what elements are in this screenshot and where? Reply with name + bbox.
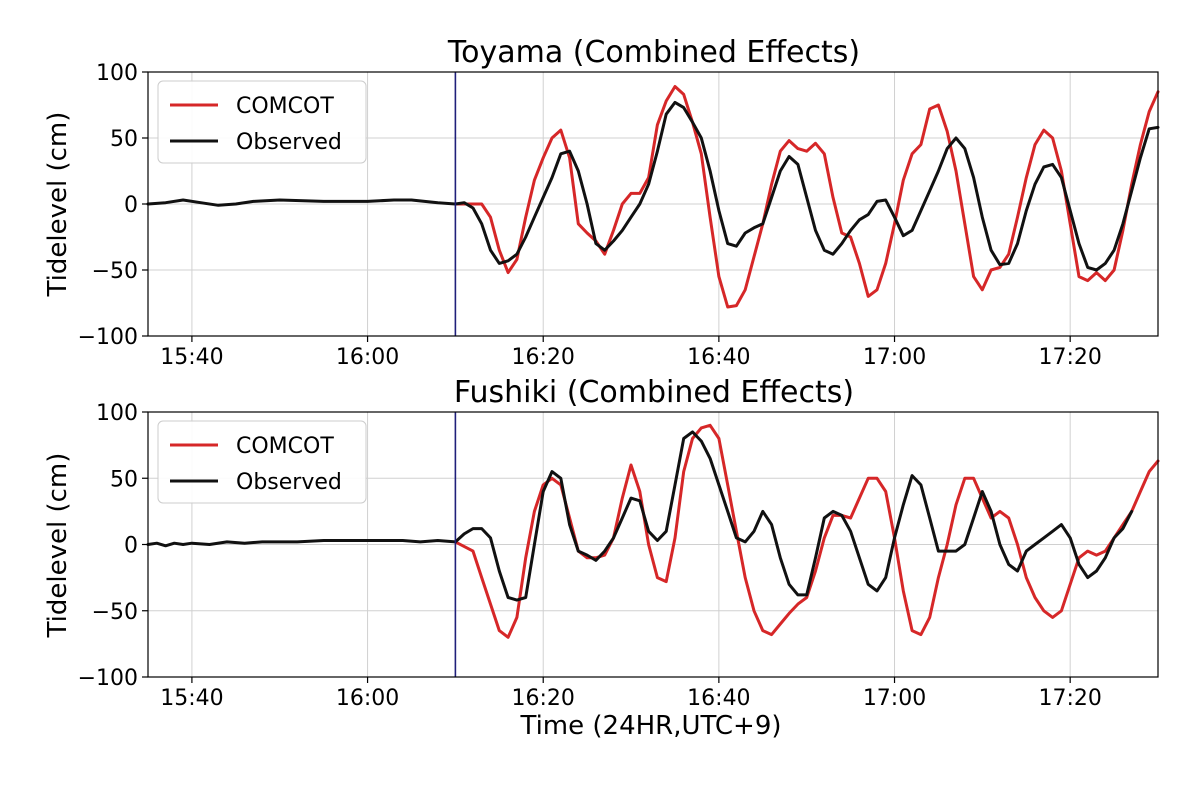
toyama-legend-label-observed: Observed	[236, 130, 342, 155]
toyama-x-tick-label: 17:20	[1038, 345, 1101, 370]
fushiki-y-tick-label: 0	[124, 534, 138, 559]
toyama-y-tick-label: −100	[78, 325, 138, 350]
fushiki-legend-label-comcot: COMCOT	[236, 434, 334, 459]
toyama-y-tick-label: 50	[110, 127, 138, 152]
fushiki-x-tick-label: 16:40	[687, 686, 750, 711]
fushiki-y-tick-label: 50	[110, 467, 138, 492]
fushiki-y-tick-label: −50	[92, 600, 138, 625]
toyama-x-tick-label: 16:20	[512, 345, 575, 370]
fushiki-x-tick-label: 17:00	[863, 686, 926, 711]
toyama-x-tick-label: 17:00	[863, 345, 926, 370]
toyama-series-comcot-line	[453, 85, 1160, 309]
fushiki-x-tick-label: 17:20	[1038, 686, 1101, 711]
fushiki-panel: 15:40 16:00 16:20 16:40 17:00 17:20 −100 −50 0 50…	[43, 375, 1160, 711]
toyama-y-tick-label: 100	[96, 61, 138, 86]
toyama-x-tick-label: 16:40	[687, 345, 750, 370]
toyama-y-tick-label: −50	[92, 259, 138, 284]
x-axis-label: Time (24HR,UTC+9)	[519, 711, 781, 741]
fushiki-x-tick-label: 16:00	[336, 686, 399, 711]
fushiki-y-axis-label: Tidelevel (cm)	[43, 453, 73, 639]
fushiki-x-tick-label: 16:20	[512, 686, 575, 711]
fushiki-x-tick-label: 15:40	[160, 686, 223, 711]
toyama-y-axis-label: Tidelevel (cm)	[43, 112, 73, 298]
toyama-legend-label-comcot: COMCOT	[236, 94, 334, 119]
fushiki-title: Fushiki (Combined Effects)	[454, 375, 854, 410]
toyama-x-tick-label: 16:00	[336, 345, 399, 370]
toyama-panel: 15:40 16:00 16:20 16:40 17:00 17:20 −100 −50 0 50…	[43, 35, 1160, 370]
fushiki-y-tick-label: 100	[96, 401, 138, 426]
toyama-y-tick-label: 0	[124, 193, 138, 218]
toyama-title: Toyama (Combined Effects)	[447, 35, 860, 70]
toyama-series-observed-line	[146, 100, 1160, 272]
fushiki-legend-label-observed: Observed	[236, 470, 342, 495]
toyama-x-tick-label: 15:40	[160, 345, 223, 370]
fushiki-y-tick-label: −100	[78, 666, 138, 691]
fushiki-series-observed-line	[146, 430, 1134, 602]
